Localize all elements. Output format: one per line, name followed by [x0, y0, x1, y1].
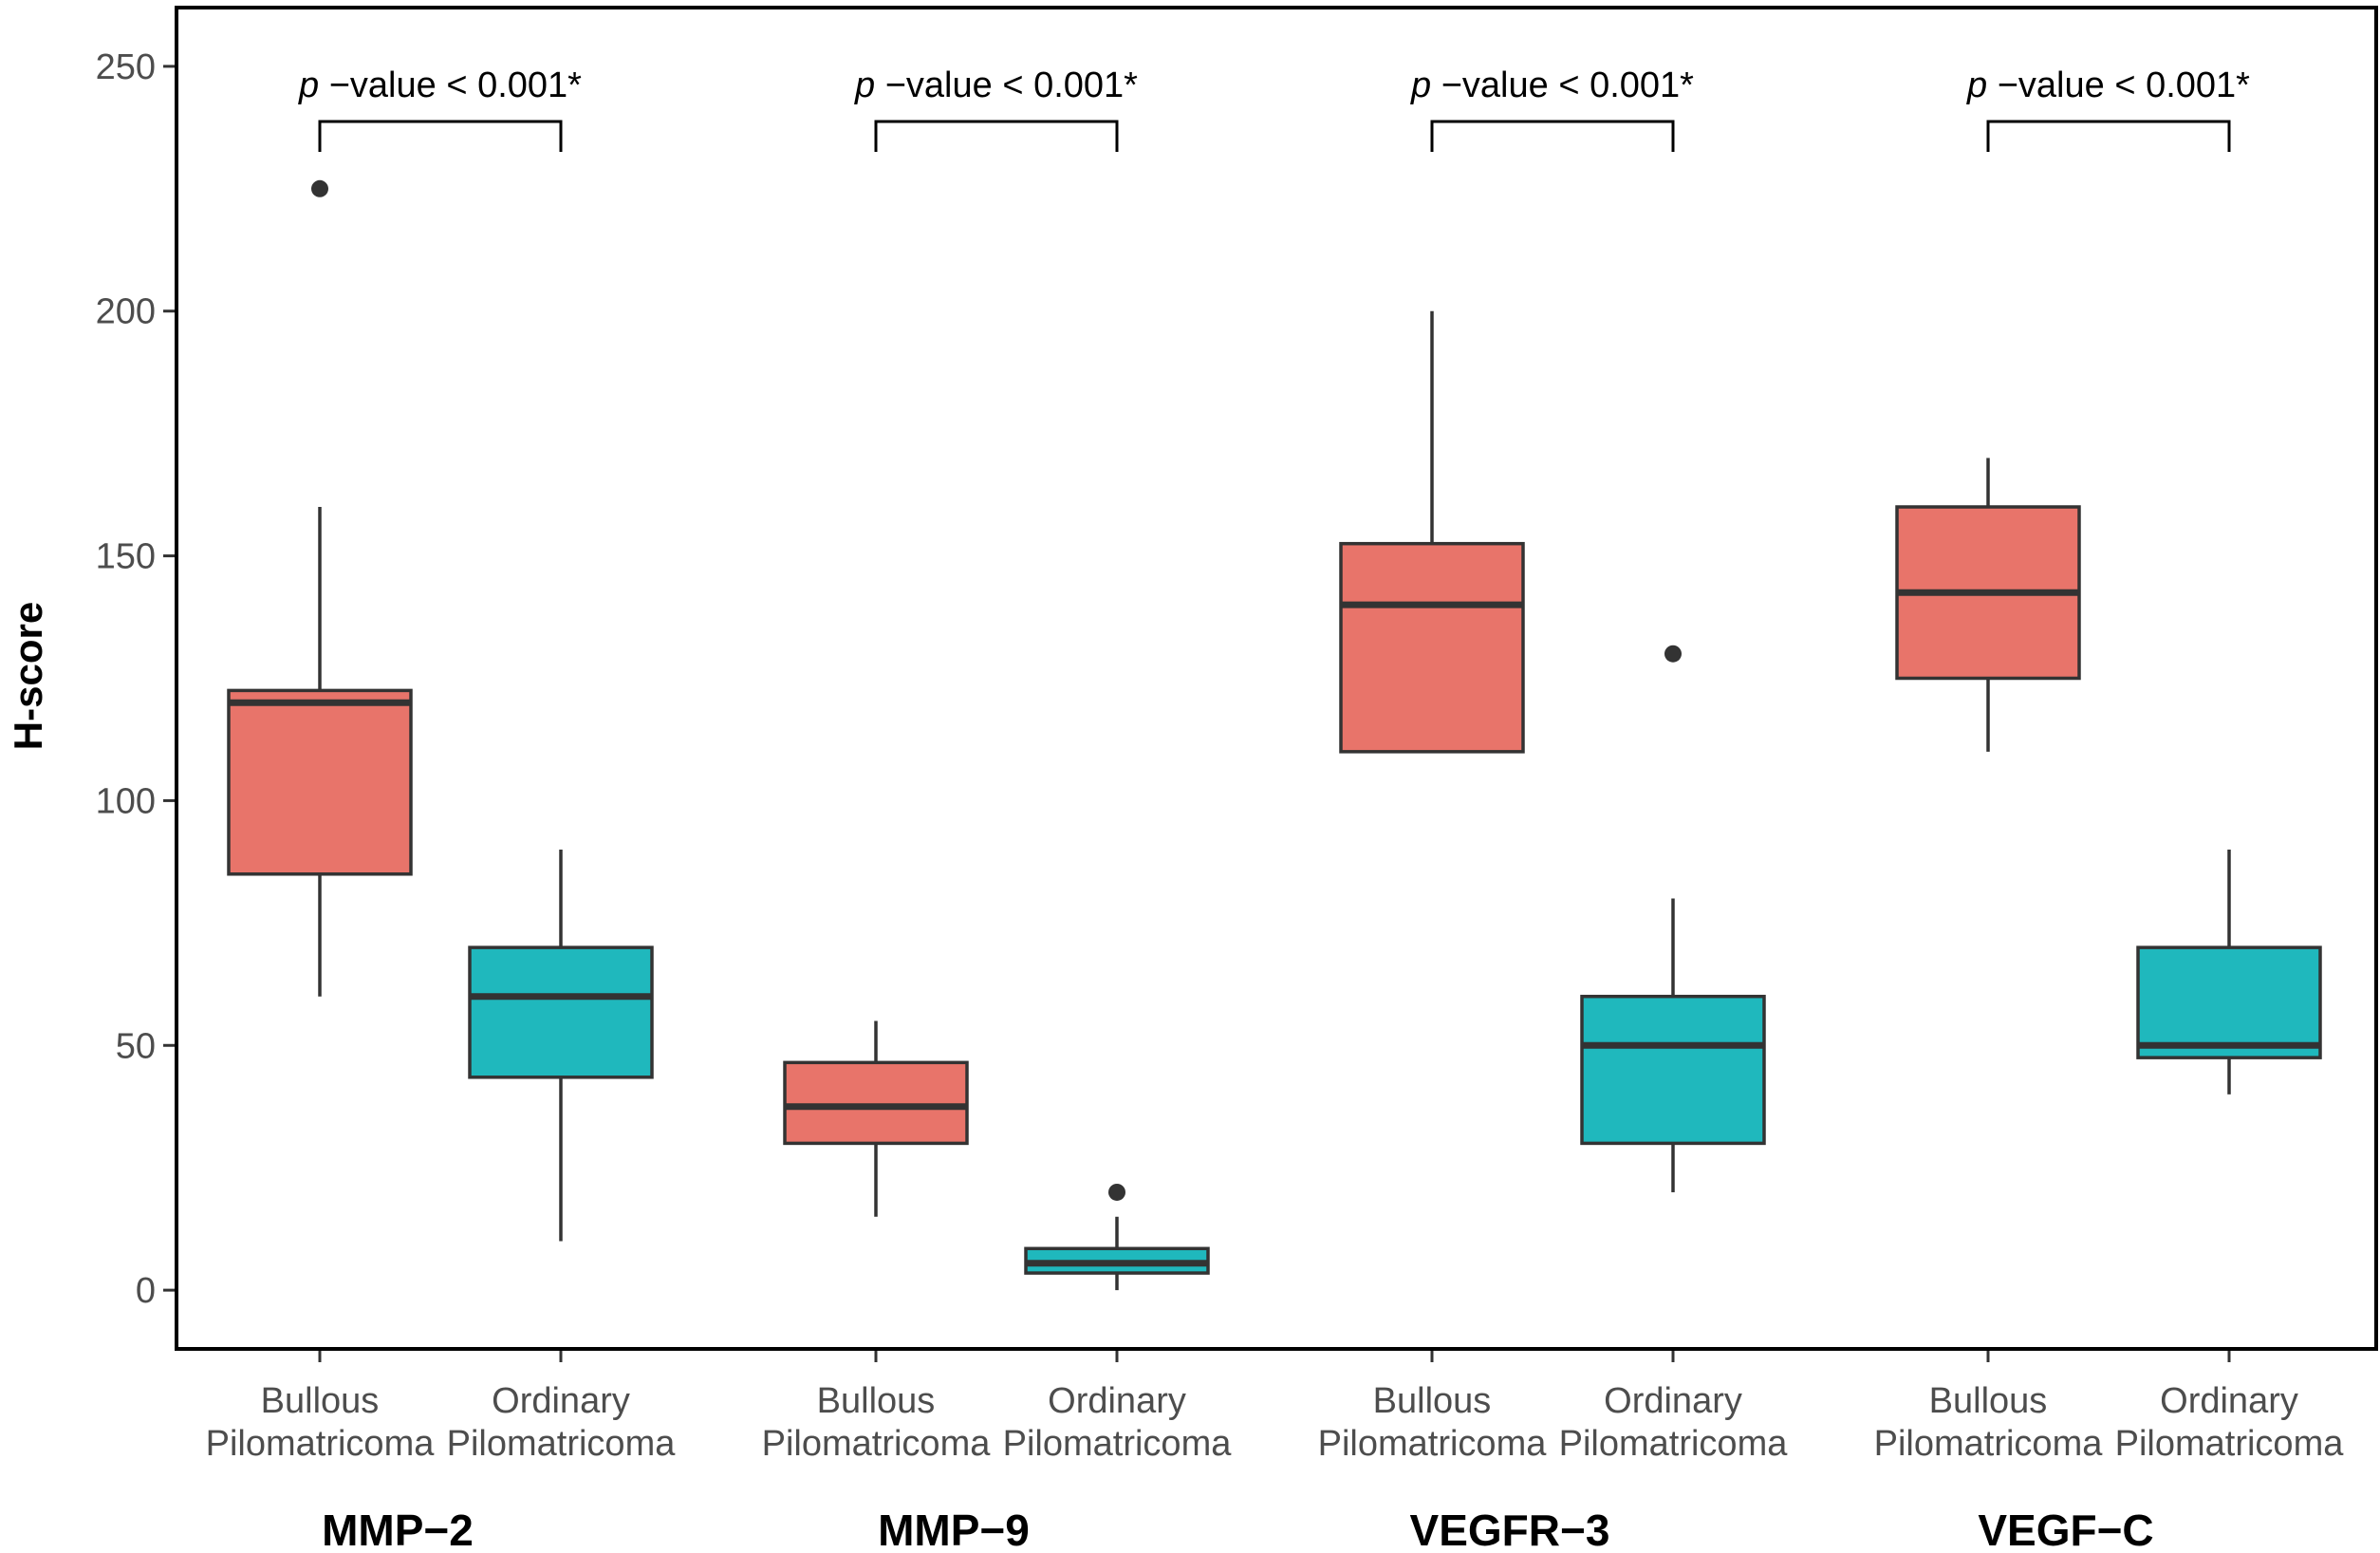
p-value-label: p −value < 0.001*	[854, 65, 1138, 105]
category-label-line1: Bullous	[261, 1381, 380, 1421]
p-value-label: p −value < 0.001*	[298, 65, 582, 105]
category-label-line1: Ordinary	[1604, 1381, 1742, 1421]
category-label-line2: Pilomatricoma	[2115, 1424, 2345, 1464]
box-bullous	[783, 1060, 969, 1146]
panel-4: BullousPilomatricomaOrdinaryPilomatricom…	[1874, 65, 2345, 1553]
y-tick-label: 200	[96, 292, 156, 332]
panel-name: MMP−2	[322, 1506, 474, 1553]
outlier-point	[1108, 1183, 1125, 1201]
category-label-line2: Pilomatricoma	[1874, 1424, 2104, 1464]
category-label-line2: Pilomatricoma	[206, 1424, 436, 1464]
category-label-line2: Pilomatricoma	[1559, 1424, 1789, 1464]
significance-bracket	[874, 120, 1119, 152]
y-tick-label: 100	[96, 781, 156, 821]
significance-bracket	[1430, 120, 1675, 152]
box-bullous	[1339, 541, 1525, 754]
panel-name: VEGF−C	[1978, 1506, 2153, 1553]
p-value-label: p −value < 0.001*	[1966, 65, 2250, 105]
plot-frame	[175, 6, 2378, 1351]
panel-3: BullousPilomatricomaOrdinaryPilomatricom…	[1318, 65, 1789, 1553]
category-label-line2: Pilomatricoma	[447, 1424, 677, 1464]
category-label-line1: Ordinary	[1048, 1381, 1186, 1421]
box-bullous	[227, 688, 413, 876]
panel-name: VEGFR−3	[1410, 1506, 1610, 1553]
category-label-line1: Bullous	[1373, 1381, 1492, 1421]
y-tick-label: 0	[136, 1271, 156, 1311]
y-tick-label: 50	[116, 1026, 156, 1066]
panel-2: BullousPilomatricomaOrdinaryPilomatricom…	[762, 65, 1233, 1553]
y-tick-label: 150	[96, 537, 156, 577]
category-label-line1: Bullous	[1929, 1381, 2048, 1421]
category-label-line1: Ordinary	[2160, 1381, 2298, 1421]
category-label-line2: Pilomatricoma	[1003, 1424, 1233, 1464]
outlier-point	[1664, 645, 1682, 663]
y-axis-title: H-score	[6, 602, 50, 750]
box-ordinary	[1580, 994, 1766, 1146]
category-label-line2: Pilomatricoma	[1318, 1424, 1548, 1464]
box-ordinary	[2136, 945, 2322, 1059]
significance-bracket	[318, 120, 563, 152]
panel-name: MMP−9	[878, 1506, 1030, 1553]
outlier-point	[311, 179, 328, 197]
y-axis: 0 50 100 150 200 250	[96, 47, 177, 1311]
category-label-line1: Ordinary	[492, 1381, 630, 1421]
panels: BullousPilomatricomaOrdinaryPilomatricom…	[206, 65, 2345, 1553]
panel-1: BullousPilomatricomaOrdinaryPilomatricom…	[206, 65, 677, 1553]
category-label-line2: Pilomatricoma	[762, 1424, 992, 1464]
category-label-line1: Bullous	[817, 1381, 936, 1421]
y-tick-label: 250	[96, 47, 156, 87]
significance-bracket	[1986, 120, 2231, 152]
box-ordinary	[468, 945, 654, 1079]
p-value-label: p −value < 0.001*	[1410, 65, 1694, 105]
